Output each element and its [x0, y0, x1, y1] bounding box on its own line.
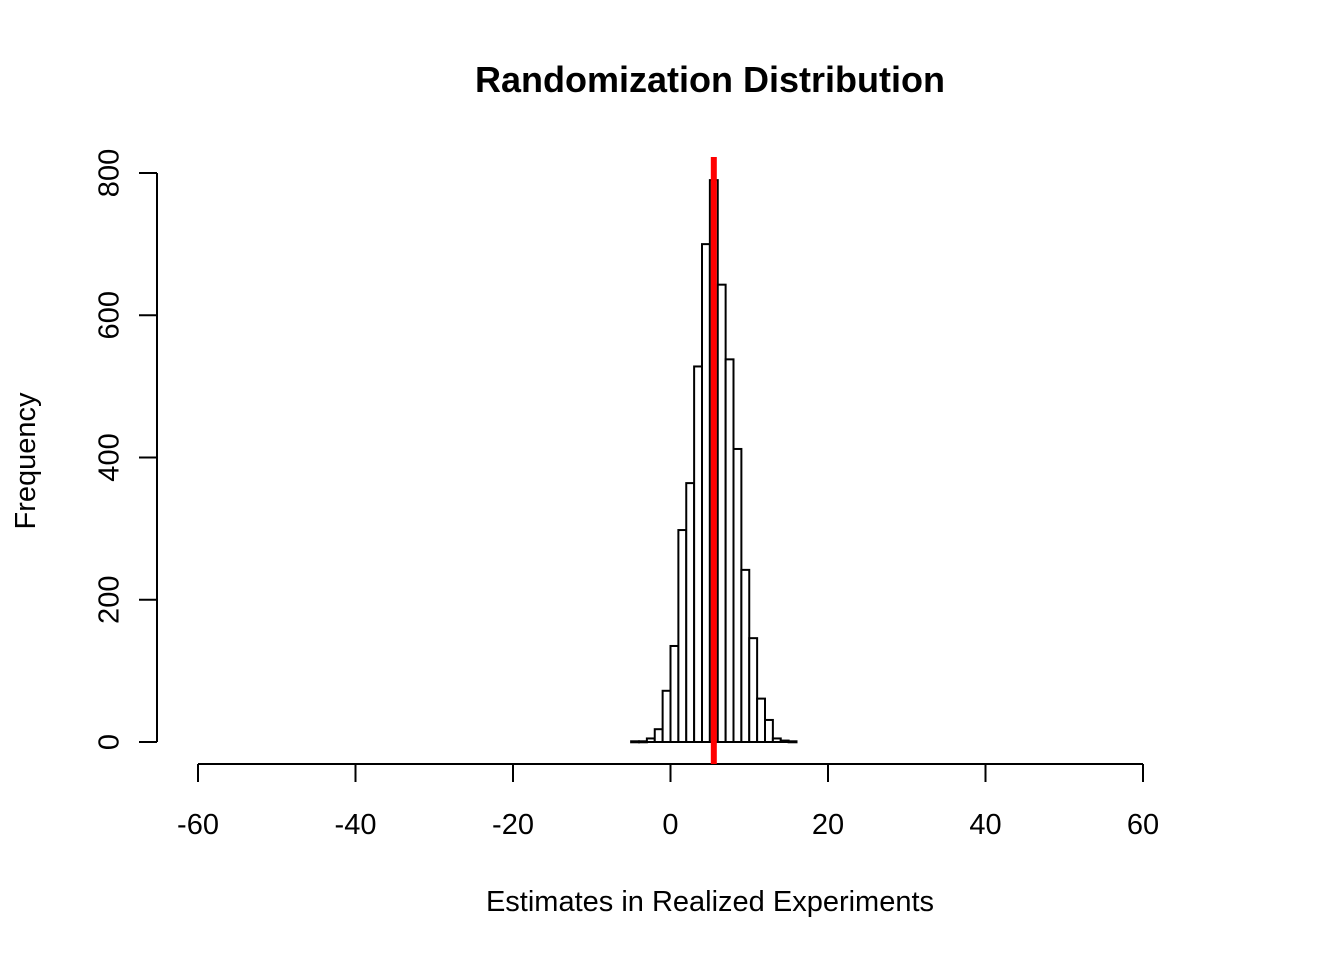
histogram-bar [779, 739, 790, 744]
histogram-bar [724, 358, 735, 743]
x-tick-label: 60 [1127, 809, 1159, 841]
y-tick-label: 600 [94, 291, 126, 339]
x-tick-label: 40 [969, 809, 1001, 841]
y-axis: 0 200 400 600 800 [94, 149, 158, 750]
y-axis-label: Frequency [10, 392, 42, 530]
histogram-bar [732, 447, 743, 743]
histogram-bar [756, 697, 766, 744]
histogram-bar [653, 728, 664, 744]
x-axis-label: Estimates in Realized Experiments [486, 886, 934, 918]
histogram-bar [661, 689, 672, 743]
x-tick-label: 20 [812, 809, 844, 841]
histogram-bar [771, 737, 782, 743]
x-tick-label: -20 [492, 809, 534, 841]
histogram-bar [630, 740, 640, 744]
histogram-bar [740, 568, 751, 743]
y-tick-label: 800 [94, 149, 126, 197]
histogram-bar [787, 740, 798, 744]
histogram-bar [693, 365, 703, 743]
histogram-bar [764, 718, 774, 743]
histogram-bar [677, 529, 688, 743]
x-axis: -60 -40 -20 0 20 40 60 [177, 763, 1159, 841]
y-tick-label: 400 [94, 433, 126, 481]
y-tick-label: 200 [94, 576, 126, 624]
x-tick-label: -40 [335, 809, 377, 841]
histogram-bar [716, 283, 727, 743]
histogram-bar [669, 644, 680, 744]
y-tick-label: 0 [94, 734, 126, 750]
histogram-bar [638, 740, 648, 744]
histogram-bar [685, 482, 696, 743]
chart-title: Randomization Distribution [475, 59, 945, 100]
histogram-bar [748, 637, 759, 743]
x-tick-label: -60 [177, 809, 219, 841]
histogram-bar [645, 737, 656, 743]
histogram-bar [701, 243, 711, 743]
x-tick-label: 0 [662, 809, 678, 841]
